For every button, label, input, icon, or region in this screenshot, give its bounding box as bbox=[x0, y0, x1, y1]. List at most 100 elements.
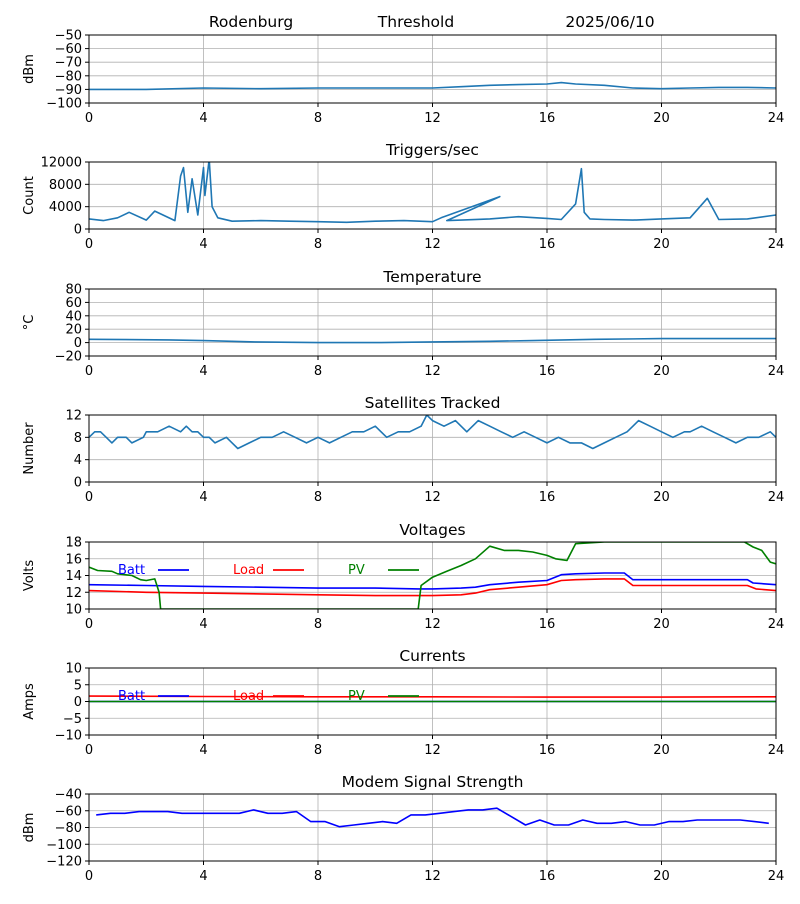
x-tick-label: 24 bbox=[768, 490, 785, 505]
x-tick-label: 16 bbox=[539, 490, 556, 505]
x-tick-label: 8 bbox=[314, 869, 322, 884]
y-axis-label: Amps bbox=[22, 683, 37, 720]
y-tick-label: 80 bbox=[65, 283, 82, 298]
x-tick-label: 12 bbox=[424, 364, 441, 379]
series-line-pv bbox=[89, 542, 776, 609]
y-tick-label: −5 bbox=[63, 712, 82, 727]
y-tick-label: 8000 bbox=[49, 178, 82, 193]
panel-0: 0 4 8 12 16 20 24 −100−90−80−70−60−50 dBm bbox=[22, 29, 784, 127]
y-axis-label: Number bbox=[22, 422, 37, 475]
y-tick-label: 20 bbox=[65, 323, 82, 338]
y-tick-label: 12 bbox=[65, 586, 82, 601]
x-tick-label: 4 bbox=[199, 869, 207, 884]
x-tick-label: 0 bbox=[85, 237, 93, 252]
x-tick-label: 0 bbox=[85, 111, 93, 126]
x-tick-label: 24 bbox=[768, 364, 785, 379]
x-tick-label: 4 bbox=[199, 617, 207, 632]
y-tick-label: −40 bbox=[55, 788, 82, 803]
y-tick-label: −50 bbox=[55, 29, 82, 44]
y-tick-label: 0 bbox=[74, 336, 82, 351]
panel-6: 0 4 8 12 16 20 24 −120 −100 −80 −60−40 Modem Signal… bbox=[22, 773, 784, 884]
series-line-0 bbox=[89, 337, 776, 344]
x-tick-label: 8 bbox=[314, 111, 322, 126]
y-tick-label: 16 bbox=[65, 552, 82, 567]
x-tick-label: 16 bbox=[539, 869, 556, 884]
y-tick-label: 60 bbox=[65, 296, 82, 311]
y-tick-label: −80 bbox=[55, 69, 82, 84]
y-tick-label: 4000 bbox=[49, 200, 82, 215]
legend-label-pv: PV bbox=[348, 689, 365, 704]
y-tick-label: 10 bbox=[65, 662, 82, 677]
x-tick-label: 12 bbox=[424, 111, 441, 126]
x-tick-label: 16 bbox=[539, 237, 556, 252]
series-line-batt bbox=[89, 572, 776, 590]
panel-1: 0 4 8 12 16 20 24 0 4000 8000 12000 Triggers/sec Cou… bbox=[22, 141, 784, 252]
x-tick-label: 20 bbox=[653, 237, 670, 252]
x-tick-label: 20 bbox=[653, 111, 670, 126]
y-tick-label: −10 bbox=[55, 729, 82, 744]
x-tick-label: 8 bbox=[314, 237, 322, 252]
x-tick-label: 12 bbox=[424, 490, 441, 505]
x-tick-label: 20 bbox=[653, 617, 670, 632]
y-tick-label: −100 bbox=[46, 97, 82, 112]
panel-title: Currents bbox=[399, 647, 465, 665]
y-tick-label: −80 bbox=[55, 821, 82, 836]
panel-5: 0 4 8 12 16 20 24 −10 −5 0 510 Currents Amps Batt Load… bbox=[22, 647, 784, 758]
x-tick-label: 20 bbox=[653, 490, 670, 505]
y-tick-label: 40 bbox=[65, 309, 82, 324]
y-tick-label: 4 bbox=[74, 453, 82, 468]
x-tick-label: 0 bbox=[85, 617, 93, 632]
y-tick-label: −120 bbox=[46, 855, 82, 870]
x-tick-label: 24 bbox=[768, 237, 785, 252]
series-line-load bbox=[89, 695, 776, 698]
x-tick-label: 0 bbox=[85, 364, 93, 379]
x-tick-label: 0 bbox=[85, 490, 93, 505]
y-axis-label: dBm bbox=[22, 813, 37, 843]
x-tick-label: 8 bbox=[314, 617, 322, 632]
x-tick-label: 24 bbox=[768, 743, 785, 758]
x-tick-label: 16 bbox=[539, 111, 556, 126]
y-tick-label: 8 bbox=[74, 431, 82, 446]
x-tick-label: 4 bbox=[199, 111, 207, 126]
panel-3: 0 4 8 12 16 20 24 0 4 8 12 Satellites Tracked Number bbox=[22, 394, 784, 505]
y-tick-label: −70 bbox=[55, 56, 82, 71]
legend-label-load: Load bbox=[233, 563, 264, 578]
series-line-0 bbox=[89, 415, 776, 450]
x-tick-label: 20 bbox=[653, 869, 670, 884]
y-tick-label: 0 bbox=[74, 476, 82, 491]
legend-label-pv: PV bbox=[348, 563, 365, 578]
x-tick-label: 12 bbox=[424, 237, 441, 252]
series-line-load bbox=[89, 578, 776, 597]
y-tick-label: 0 bbox=[74, 695, 82, 710]
x-tick-label: 24 bbox=[768, 617, 785, 632]
panel-title: Modem Signal Strength bbox=[342, 773, 524, 791]
y-tick-label: −60 bbox=[55, 804, 82, 819]
y-tick-label: 5 bbox=[74, 678, 82, 693]
y-tick-label: −90 bbox=[55, 83, 82, 98]
x-tick-label: 4 bbox=[199, 364, 207, 379]
x-tick-label: 20 bbox=[653, 364, 670, 379]
x-tick-label: 12 bbox=[424, 743, 441, 758]
x-tick-label: 8 bbox=[314, 743, 322, 758]
x-tick-label: 0 bbox=[85, 869, 93, 884]
y-tick-label: 0 bbox=[74, 223, 82, 238]
panel-title: Triggers/sec bbox=[385, 141, 479, 159]
y-tick-label: 12000 bbox=[41, 156, 82, 171]
x-tick-label: 8 bbox=[314, 490, 322, 505]
series-line-0 bbox=[89, 81, 776, 91]
y-tick-label: −60 bbox=[55, 42, 82, 57]
x-tick-label: 12 bbox=[424, 869, 441, 884]
x-tick-label: 12 bbox=[424, 617, 441, 632]
panel-title: Satellites Tracked bbox=[365, 394, 501, 412]
legend-label-batt: Batt bbox=[118, 689, 145, 704]
legend-label-load: Load bbox=[233, 689, 264, 704]
panel-title: Voltages bbox=[399, 521, 465, 539]
y-axis-label: °C bbox=[22, 315, 37, 331]
x-tick-label: 4 bbox=[199, 237, 207, 252]
y-axis-label: Count bbox=[22, 176, 37, 215]
